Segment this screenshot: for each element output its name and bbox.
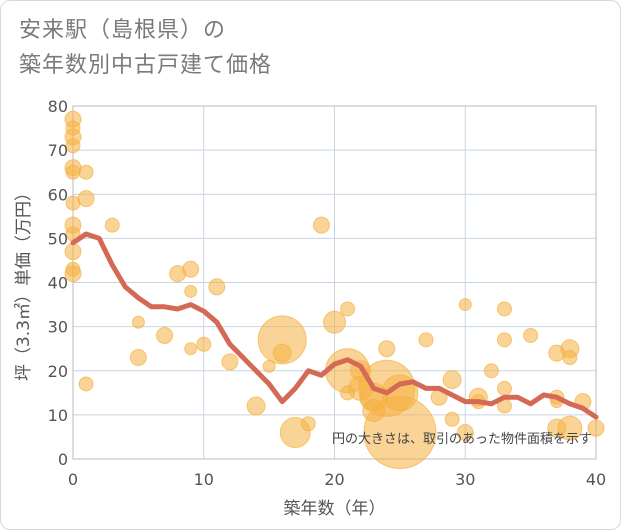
bubble-point-34	[340, 301, 356, 317]
y-tick-label-60: 60	[48, 185, 68, 204]
bubble-point-47	[442, 370, 462, 390]
x-tick-label-20: 20	[324, 470, 344, 489]
bubble-point-55	[496, 332, 512, 348]
y-tick-label-20: 20	[48, 362, 68, 381]
bubble-point-45	[418, 332, 434, 348]
y-tick-label-30: 30	[48, 318, 68, 337]
bubble-point-26	[246, 396, 266, 416]
bubble-point-48	[444, 411, 460, 427]
x-tick-label-40: 40	[586, 470, 606, 489]
bubble-point-65	[557, 415, 583, 441]
x-tick-label-10: 10	[194, 470, 214, 489]
bubble-point-28	[257, 315, 307, 365]
bubble-point-23	[196, 336, 212, 352]
y-axis-ticks: 0 10 20 30 40 50 60 70 80	[48, 97, 68, 469]
x-axis-ticks: 0 10 20 30 40	[68, 470, 606, 489]
bubble-point-20	[182, 260, 200, 278]
x-tick-label-30: 30	[455, 470, 475, 489]
bubble-point-54	[496, 301, 512, 317]
bubble-point-56	[496, 380, 512, 396]
y-tick-label-0: 0	[58, 450, 68, 469]
bubble-size-note: 円の大きさは、取引のあった物件面積を示す	[332, 432, 592, 447]
y-tick-label-70: 70	[48, 141, 68, 160]
bubble-point-11	[64, 265, 82, 283]
bubble-point-29	[272, 343, 292, 363]
y-tick-label-10: 10	[48, 406, 68, 425]
bubble-point-53	[483, 363, 499, 379]
bubble-point-17	[129, 349, 147, 367]
bubble-point-14	[78, 376, 94, 392]
y-tick-label-50: 50	[48, 229, 68, 248]
bubble-point-32	[312, 216, 330, 234]
bubble-point-25	[221, 353, 239, 371]
average-price-trend-line	[70, 231, 599, 420]
bubble-point-64	[562, 350, 578, 366]
y-axis-label: 坪（3.3㎡）単価（万円）	[14, 184, 34, 381]
bubble-point-50	[456, 424, 474, 442]
y-tick-label-40: 40	[48, 274, 68, 293]
bubble-point-44	[363, 396, 437, 470]
bubble-point-21	[184, 284, 198, 298]
bubble-point-15	[104, 217, 120, 233]
bubble-point-67	[587, 419, 605, 437]
bubble-point-41	[378, 340, 396, 358]
x-axis-label: 築年数（年）	[284, 499, 386, 519]
chart-title-line-1: 安来駅（島根県）の	[19, 18, 227, 43]
grid-lines	[72, 105, 597, 460]
bubble-point-24	[208, 278, 226, 296]
bubble-point-22	[184, 342, 198, 356]
bubble-point-16	[131, 315, 145, 329]
bubble-point-33	[323, 310, 346, 334]
chart-title: 安来駅（島根県）の 築年数別中古戸建て価格	[19, 13, 272, 83]
bubble-point-13	[77, 190, 95, 208]
bubble-point-58	[523, 327, 539, 343]
bubble-point-12	[78, 164, 94, 180]
bubble-point-3	[65, 138, 81, 154]
chart-title-line-2: 築年数別中古戸建て価格	[19, 53, 273, 78]
bubble-point-31	[300, 416, 316, 432]
plot-area-border	[72, 105, 597, 460]
bubble-point-18	[156, 326, 174, 344]
y-tick-label-80: 80	[48, 97, 68, 116]
bubble-point-49	[458, 298, 472, 312]
x-tick-label-0: 0	[68, 470, 78, 489]
bubble-point-5	[65, 164, 81, 180]
